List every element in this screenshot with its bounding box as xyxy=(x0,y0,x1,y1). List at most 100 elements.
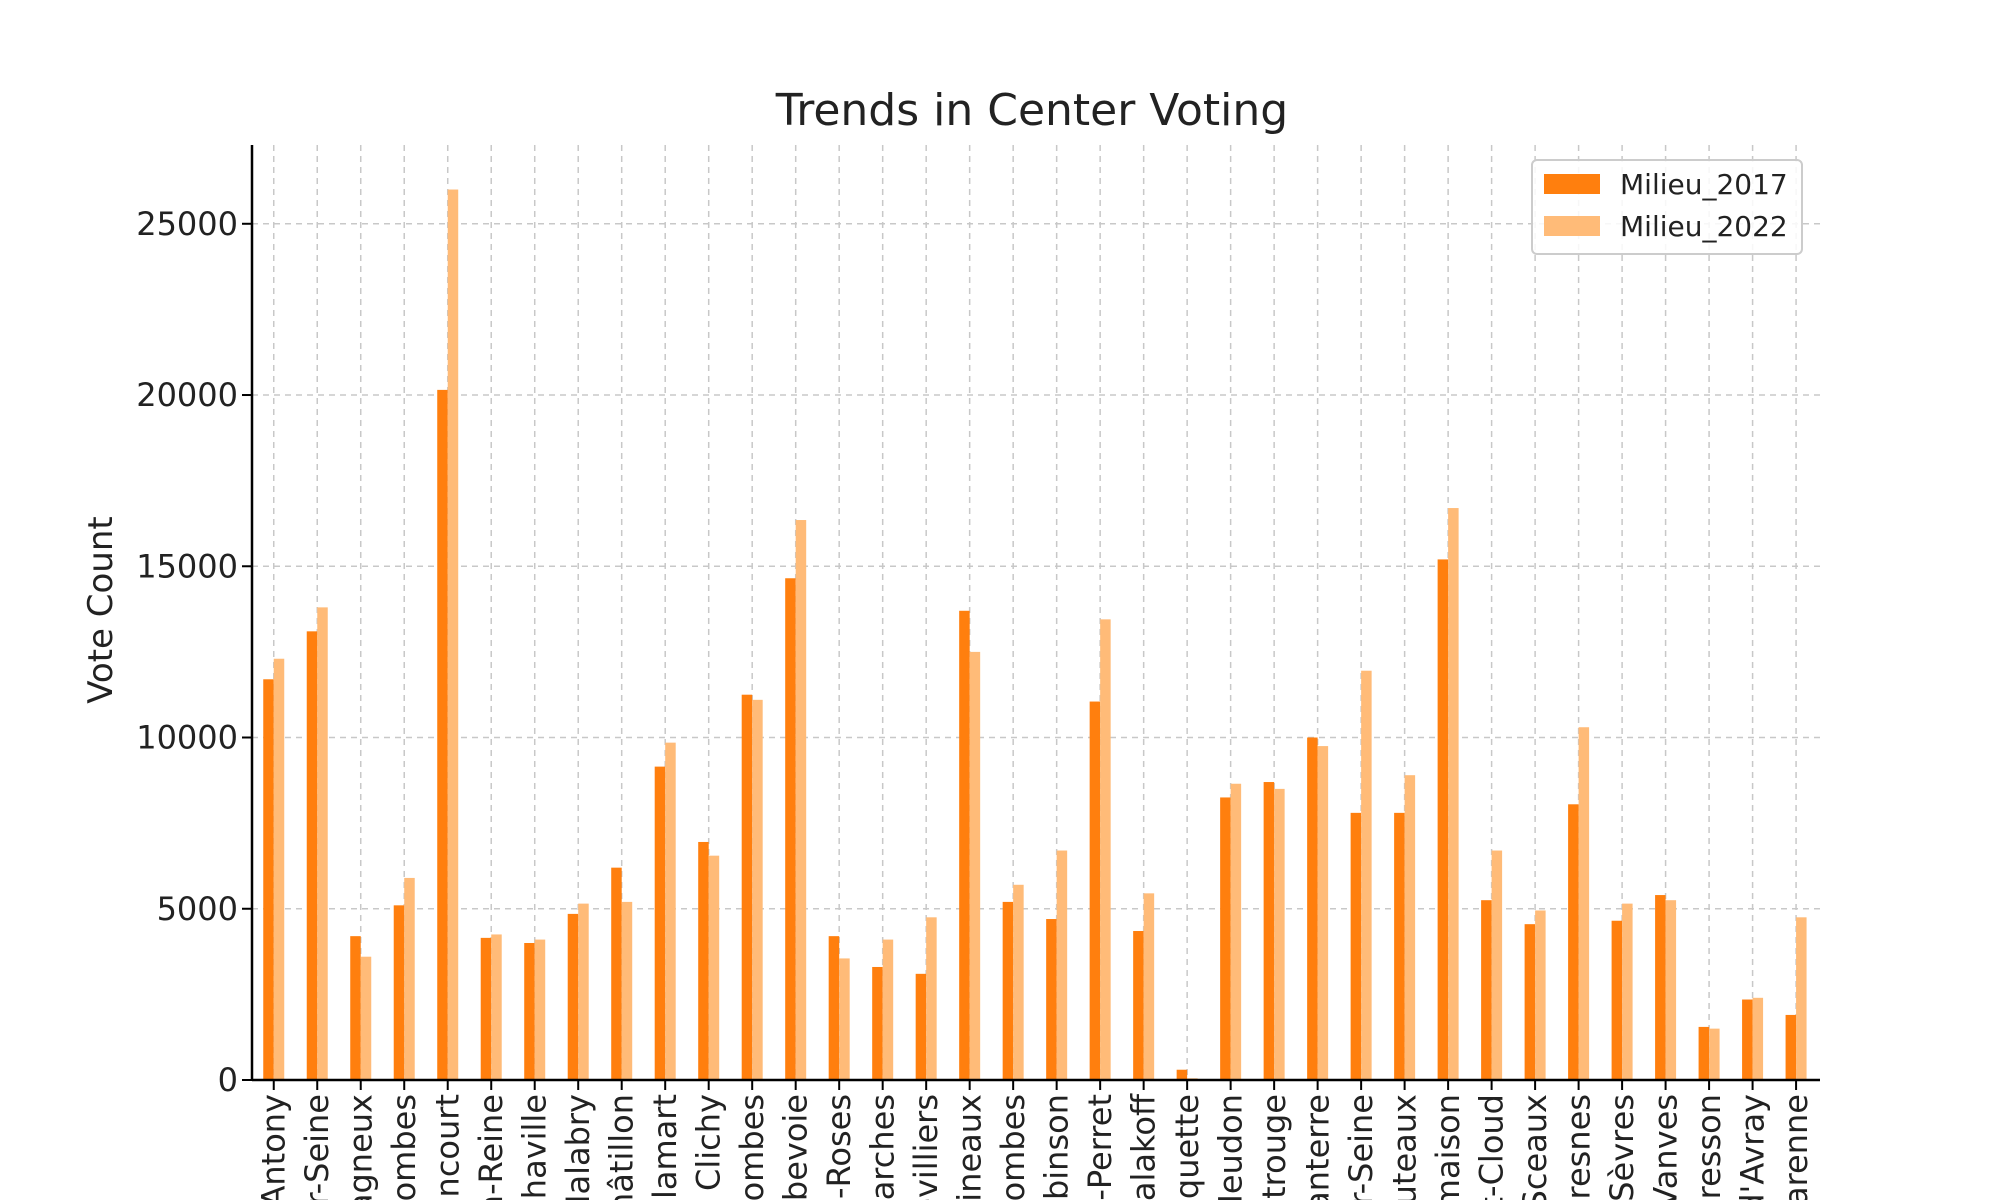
x-tick-label: ntrouge xyxy=(1255,1094,1293,1200)
x-tick-label: Clamart xyxy=(646,1094,684,1200)
bar-Milieu_2017-0 xyxy=(263,679,274,1080)
x-tick-label: lombes xyxy=(994,1094,1032,1200)
bar-Milieu_2017-12 xyxy=(785,578,796,1080)
x-tick-label: x-Roses xyxy=(820,1094,858,1200)
bar-Milieu_2022-18 xyxy=(1056,850,1068,1080)
legend-swatch-Milieu_2017 xyxy=(1544,174,1600,194)
x-tick-label: Chaville xyxy=(516,1094,554,1200)
y-axis-label: Vote Count xyxy=(81,516,121,703)
x-tick-label: uresnes xyxy=(1560,1094,1598,1200)
bar-Milieu_2022-16 xyxy=(969,651,981,1080)
bar-Milieu_2017-2 xyxy=(350,936,361,1080)
bar-Milieu_2017-21 xyxy=(1176,1069,1188,1080)
bar-Milieu_2022-1 xyxy=(317,607,328,1080)
y-tick-label: 5000 xyxy=(157,890,238,928)
bar-Milieu_2022-23 xyxy=(1274,788,1285,1080)
x-tick-label: arenne xyxy=(1777,1094,1815,1200)
bar-Milieu_2022-5 xyxy=(491,934,502,1080)
bar-Milieu_2017-14 xyxy=(872,966,883,1080)
x-tick-label: r-Seine xyxy=(298,1094,336,1200)
x-tick-label: obinson xyxy=(1038,1094,1076,1200)
x-tick-label: evilliers xyxy=(907,1094,945,1200)
x-tick-label: anterre xyxy=(1299,1094,1337,1200)
bar-Milieu_2022-10 xyxy=(708,855,720,1080)
x-tick-label: a-Reine xyxy=(472,1094,510,1200)
bar-Milieu_2022-4 xyxy=(447,189,459,1080)
x-tick-label: Puteaux xyxy=(1386,1094,1424,1200)
bar-Milieu_2022-0 xyxy=(273,658,285,1080)
bar-Milieu_2022-27 xyxy=(1448,508,1459,1080)
bar-Milieu_2017-17 xyxy=(1002,901,1014,1080)
x-tick-label: oquette xyxy=(1168,1094,1206,1200)
bar-Milieu_2017-29 xyxy=(1524,924,1536,1080)
bar-Milieu_2017-4 xyxy=(437,389,448,1080)
legend-swatch-Milieu_2022 xyxy=(1544,216,1600,236)
bar-Milieu_2022-9 xyxy=(665,742,676,1080)
bar-Milieu_2022-12 xyxy=(795,520,807,1080)
bar-Milieu_2022-35 xyxy=(1796,917,1807,1080)
x-tick-label: Antony xyxy=(255,1094,293,1200)
x-ticks: Antony r-Seine agneux lombes ancourt a-Reine C… xyxy=(255,1080,1815,1200)
bar-Milieu_2022-8 xyxy=(621,901,633,1080)
bar-Milieu_2022-20 xyxy=(1143,893,1155,1080)
y-tick-label: 15000 xyxy=(136,547,238,585)
bar-Milieu_2017-8 xyxy=(611,867,622,1080)
x-tick-label: lineaux xyxy=(951,1094,989,1200)
x-tick-label: Sèvres xyxy=(1603,1094,1641,1200)
bar-Milieu_2017-25 xyxy=(1350,812,1362,1080)
x-tick-label: hâtillon xyxy=(603,1094,641,1200)
x-tick-label: rbevoie xyxy=(777,1094,815,1200)
bar-Milieu_2022-34 xyxy=(1752,997,1764,1080)
legend-label-Milieu_2022: Milieu_2022 xyxy=(1620,210,1788,243)
bar-Milieu_2017-19 xyxy=(1089,701,1101,1080)
chart-title: Trends in Center Voting xyxy=(775,85,1288,136)
bar-Milieu_2022-7 xyxy=(578,903,589,1080)
bar-Milieu_2017-28 xyxy=(1481,900,1492,1080)
bar-Milieu_2022-33 xyxy=(1709,1028,1720,1080)
bar-Milieu_2022-32 xyxy=(1665,900,1677,1080)
x-tick-label: t-Cloud xyxy=(1473,1094,1511,1200)
x-tick-label: agneux xyxy=(342,1094,380,1200)
x-tick-label: r-Seine xyxy=(1342,1094,1380,1200)
bar-Milieu_2022-15 xyxy=(926,917,937,1080)
bar-Milieu_2022-14 xyxy=(882,939,894,1080)
bar-Milieu_2022-25 xyxy=(1361,670,1372,1080)
y-tick-label: 10000 xyxy=(136,719,238,757)
x-tick-label: Malabry xyxy=(559,1094,597,1200)
x-tick-label: lombes xyxy=(385,1094,423,1200)
x-tick-label: ancourt xyxy=(429,1094,467,1200)
bar-Milieu_2017-22 xyxy=(1220,797,1231,1080)
bar-Milieu_2017-15 xyxy=(915,973,927,1080)
y-ticks: 0 5000 10000 15000 20000 25000 xyxy=(136,205,252,1099)
bar-Milieu_2017-1 xyxy=(306,631,318,1080)
legend: Milieu_2017 Milieu_2022 xyxy=(1531,159,1803,255)
y-tick-label: 20000 xyxy=(136,376,238,414)
bar-Milieu_2022-29 xyxy=(1535,910,1546,1080)
bar-Milieu_2017-10 xyxy=(698,841,709,1080)
bar-Milieu_2017-35 xyxy=(1785,1014,1797,1080)
y-tick-label: 0 xyxy=(218,1061,238,1099)
bar-Milieu_2022-6 xyxy=(534,939,546,1080)
bar-Milieu_2022-22 xyxy=(1230,783,1242,1080)
axes xyxy=(250,145,1820,1082)
bars xyxy=(263,189,1807,1080)
bar-Milieu_2022-30 xyxy=(1578,727,1590,1080)
bar-Milieu_2022-2 xyxy=(360,956,372,1080)
bar-Milieu_2017-31 xyxy=(1611,920,1623,1080)
bar-Milieu_2022-28 xyxy=(1491,850,1503,1080)
bar-Milieu_2017-20 xyxy=(1133,931,1144,1080)
x-tick-label: Malakoff xyxy=(1125,1093,1163,1200)
bar-Milieu_2017-26 xyxy=(1394,812,1405,1080)
bar-Milieu_2022-11 xyxy=(752,699,763,1080)
bar-Milieu_2017-16 xyxy=(959,610,970,1080)
bar-Milieu_2017-30 xyxy=(1568,804,1579,1080)
x-tick-label: s-Perret xyxy=(1081,1094,1119,1200)
bar-Milieu_2022-17 xyxy=(1013,884,1024,1080)
bar-Milieu_2017-13 xyxy=(828,936,840,1080)
bar-Milieu_2022-19 xyxy=(1100,619,1111,1080)
x-tick-label: maison xyxy=(1429,1094,1467,1200)
x-tick-label: Sceaux xyxy=(1516,1094,1554,1200)
bar-Milieu_2022-3 xyxy=(404,877,415,1080)
